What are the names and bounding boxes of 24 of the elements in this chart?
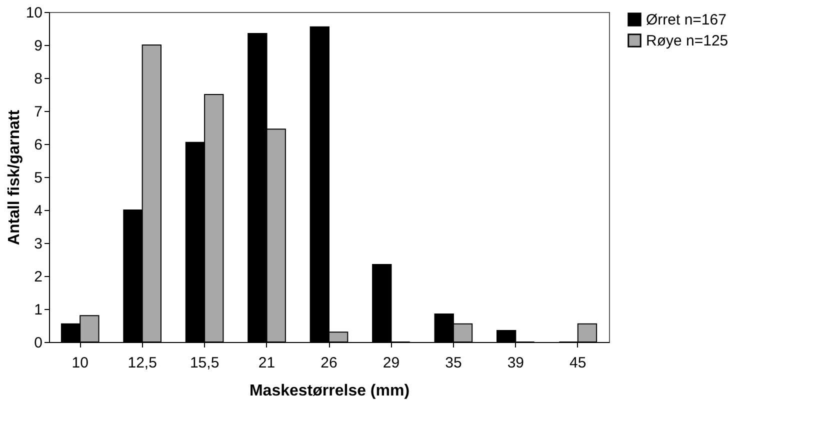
x-tick-label: 45 xyxy=(570,354,586,372)
y-tick-label: 7 xyxy=(34,104,42,120)
y-tick-label: 1 xyxy=(34,302,42,318)
y-tick-label: 10 xyxy=(26,4,42,22)
y-tick-label: 8 xyxy=(34,70,42,88)
y-axis-title: Antall fisk/garnatt xyxy=(6,109,23,246)
y-tick-label: 3 xyxy=(34,236,42,252)
y-tick-label: 6 xyxy=(34,136,42,154)
y-tick-label: 2 xyxy=(34,268,42,286)
y-tick-label: 9 xyxy=(34,38,42,54)
x-tick-label: 12,5 xyxy=(128,354,157,372)
y-tick-label: 5 xyxy=(34,170,42,186)
x-axis-title: Maskestørrelse (mm) xyxy=(249,382,410,400)
x-tick-label: 35 xyxy=(445,354,462,372)
x-tick-label: 26 xyxy=(320,354,338,372)
x-tick-label: 15,5 xyxy=(190,354,220,372)
x-tick-label: 39 xyxy=(507,354,524,372)
x-tick-label: 21 xyxy=(258,354,276,372)
x-tick-label: 10 xyxy=(72,354,88,372)
legend-label: Ørret n=167 xyxy=(646,12,726,28)
x-tick-label: 29 xyxy=(382,354,400,372)
legend-label: Røye n=125 xyxy=(646,32,728,50)
y-tick-label: 0 xyxy=(34,334,42,352)
y-tick-label: 4 xyxy=(34,202,42,220)
